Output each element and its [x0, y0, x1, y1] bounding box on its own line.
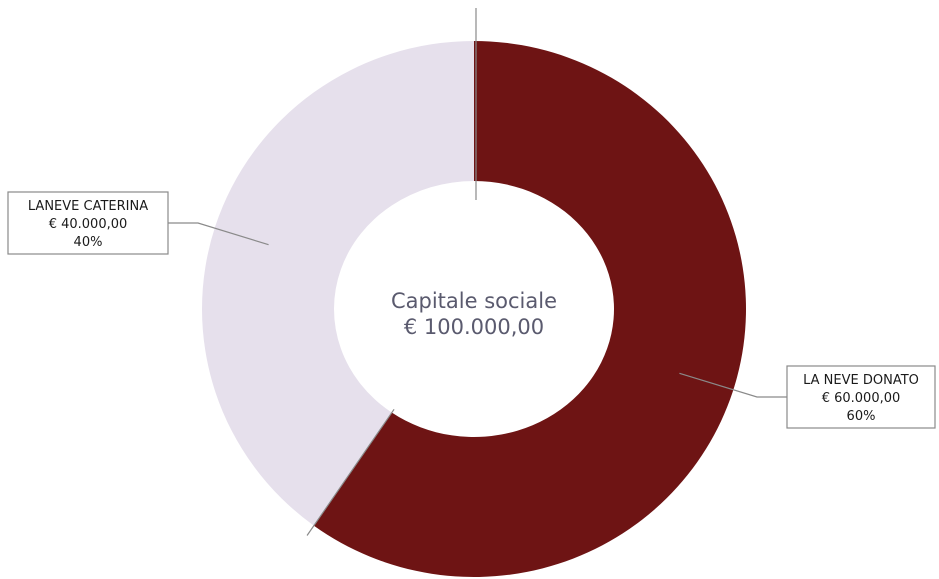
slice-label-box-2 [7, 191, 169, 255]
donut-slice-1 [314, 41, 747, 577]
slice-label-percent-1: 60% [847, 409, 876, 424]
slice-label-name-1: LA NEVE DONATO [803, 373, 919, 388]
leader-line-1 [679, 372, 787, 398]
leader-line-2 [168, 222, 269, 246]
slice-label-amount-1: € 60.000,00 [822, 391, 901, 406]
center-label-line1: Capitale sociale [391, 289, 557, 313]
slice-label-box-1 [786, 365, 936, 429]
donut-slice-2 [202, 41, 474, 526]
bottom-divider-line [306, 408, 395, 536]
slice-label-amount-2: € 40.000,00 [49, 217, 128, 232]
donut-slices [202, 41, 747, 577]
slice-label-name-2: LANEVE CATERINA [28, 199, 148, 214]
center-label-line2: € 100.000,00 [404, 315, 544, 339]
slice-label-percent-2: 40% [74, 235, 103, 250]
slice-labels: LA NEVE DONATO € 60.000,00 60% LANEVE CATER… [7, 191, 936, 536]
